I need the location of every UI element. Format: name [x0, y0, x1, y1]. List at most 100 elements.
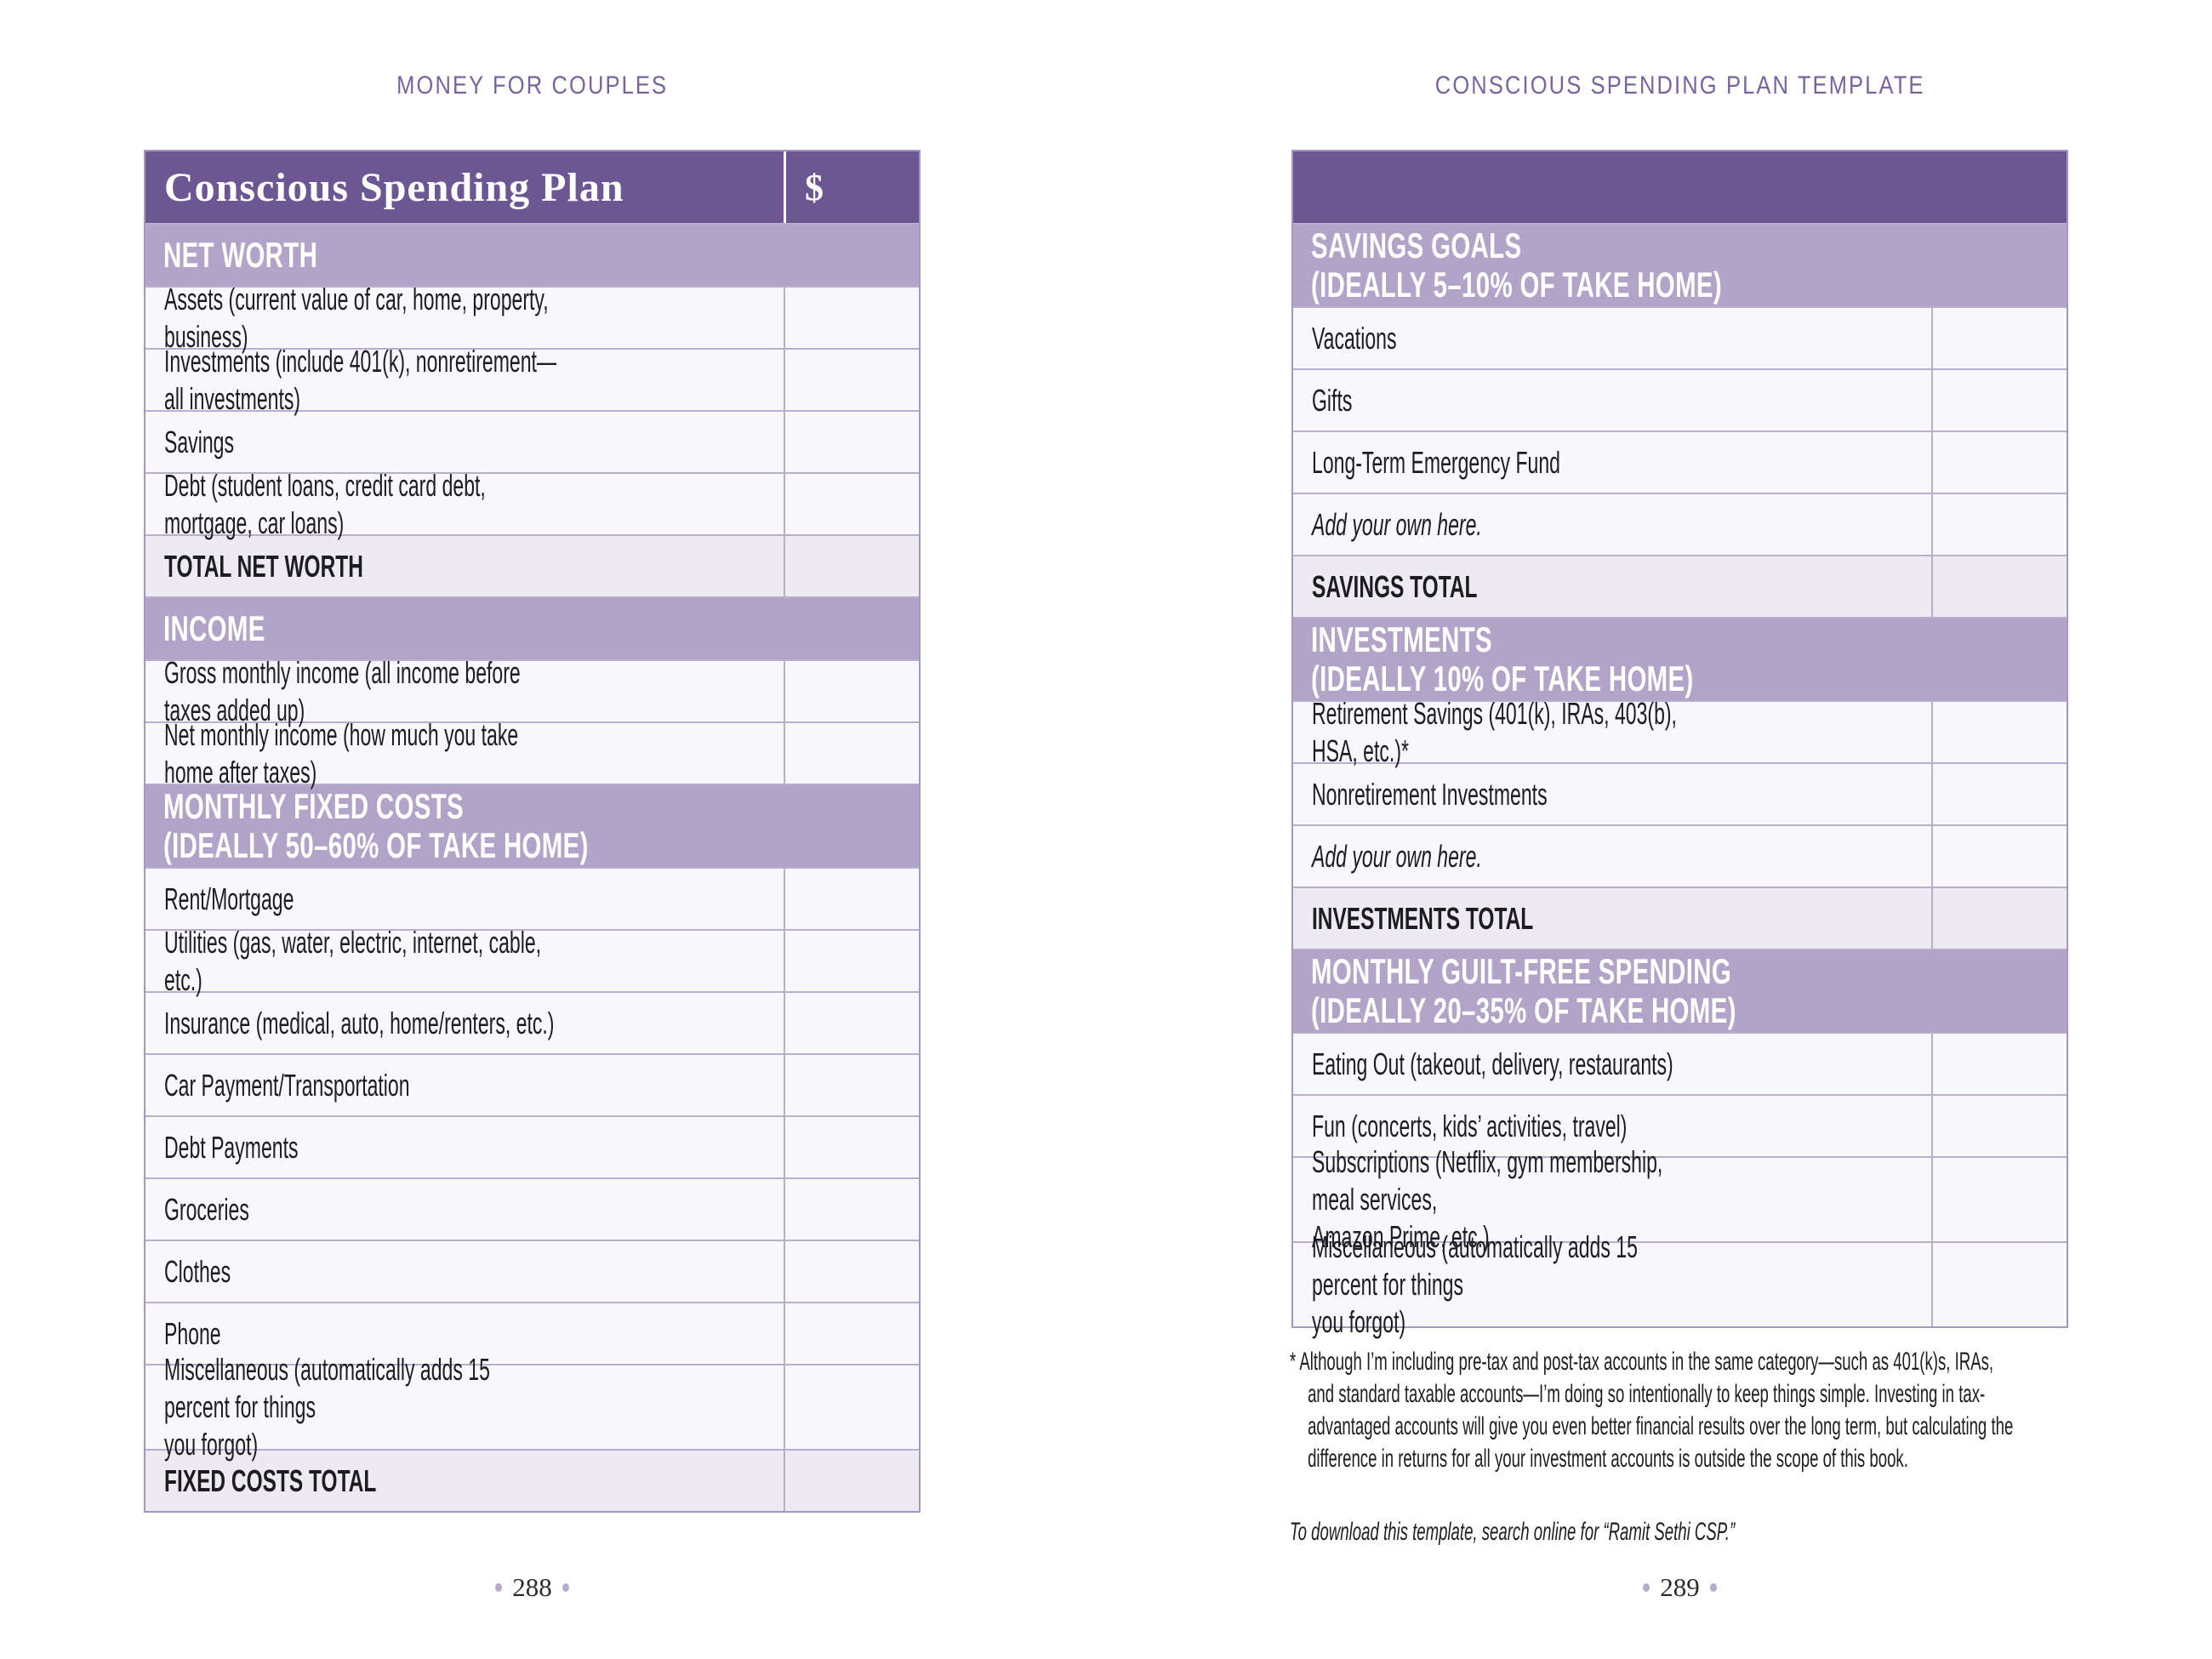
table-row: Long-Term Emergency Fund: [1293, 430, 2067, 493]
page-footer-right: 289: [1291, 1572, 2068, 1603]
row-label: Retirement Savings (401(k), IRAs, 403(b)…: [1312, 695, 1677, 768]
row-label-cell: Rent/Mortgage: [145, 869, 784, 929]
table-row: Retirement Savings (401(k), IRAs, 403(b)…: [1293, 696, 2067, 768]
table-row: Net monthly income (how much you take ho…: [145, 717, 919, 790]
row-label-cell: Long-Term Emergency Fund: [1293, 432, 1931, 493]
table-row-add-your-own: Add your own here.: [1293, 824, 2067, 887]
row-label: Add your own here.: [1312, 506, 1482, 542]
table-row: Gifts: [1293, 368, 2067, 430]
amount-cell: [1931, 702, 2067, 762]
row-label-cell: Add your own here.: [1293, 494, 1931, 555]
table-row: Gross monthly income (all income before …: [145, 655, 919, 727]
amount-cell: [784, 869, 919, 929]
amount-cell: [1931, 826, 2067, 887]
table-row: Groceries: [145, 1177, 919, 1240]
row-label: Nonretirement Investments: [1312, 776, 1548, 812]
row-label-cell: Retirement Savings (401(k), IRAs, 403(b)…: [1293, 696, 1931, 768]
row-label-cell: Clothes: [145, 1241, 784, 1302]
row-label: Savings: [164, 424, 234, 459]
row-label-cell: Subscriptions (Netflix, gym membership, …: [1293, 1144, 1931, 1254]
amount-cell: [1931, 1034, 2067, 1094]
amount-cell: [1931, 370, 2067, 430]
row-label-cell: SAVINGS TOTAL: [1293, 556, 1931, 617]
section-header-savings-goals: SAVINGS GOALS (IDEALLY 5–10% OF TAKE HOM…: [1293, 223, 2067, 306]
row-label: Groceries: [164, 1191, 249, 1227]
row-label: Long-Term Emergency Fund: [1312, 444, 1560, 480]
row-label-cell: Miscellaneous (automatically adds 15 per…: [145, 1352, 784, 1462]
section-header-guilt-free-spending: MONTHLY GUILT-FREE SPENDING (IDEALLY 20–…: [1293, 949, 2067, 1032]
table-row: Nonretirement Investments: [1293, 762, 2067, 824]
section-header-income: INCOME: [145, 596, 919, 659]
running-head-left-text: MONEY FOR COUPLES: [396, 71, 669, 100]
conscious-spending-plan-table-continued: SAVINGS GOALS (IDEALLY 5–10% OF TAKE HOM…: [1291, 150, 2068, 1339]
row-label-cell: Debt Payments: [145, 1117, 784, 1177]
row-label-cell: Eating Out (takeout, delivery, restauran…: [1293, 1034, 1931, 1094]
row-label-cell: Phone: [145, 1303, 784, 1364]
amount-cell: [784, 474, 919, 534]
table-row: Insurance (medical, auto, home/renters, …: [145, 991, 919, 1053]
row-label-cell: Groceries: [145, 1179, 784, 1240]
amount-cell: [784, 1241, 919, 1302]
footnote: * Although I’m including pre-tax and pos…: [1290, 1346, 2212, 1475]
row-label: Insurance (medical, auto, home/renters, …: [164, 1005, 555, 1040]
row-label-cell: Vacations: [1293, 308, 1931, 368]
amount-cell: [784, 1117, 919, 1177]
row-label: Vacations: [1312, 320, 1397, 356]
table-title-cell: Conscious Spending Plan: [145, 151, 784, 223]
row-label: Investments (include 401(k), nonretireme…: [164, 343, 557, 416]
amount-cell: [784, 412, 919, 472]
amount-cell: [784, 1179, 919, 1240]
amount-cell: [1931, 1158, 2067, 1241]
total-label: SAVINGS TOTAL: [1312, 568, 1478, 604]
row-label: Clothes: [164, 1253, 231, 1289]
amount-cell: [784, 1451, 919, 1511]
table-row: Clothes: [145, 1240, 919, 1302]
row-label-cell: Utilities (gas, water, electric, interne…: [145, 925, 784, 997]
amount-cell: [1931, 494, 2067, 555]
section-header-fixed-costs: MONTHLY FIXED COSTS (IDEALLY 50–60% OF T…: [145, 784, 919, 867]
row-label: Subscriptions (Netflix, gym membership, …: [1312, 1144, 1663, 1254]
amount-cell: [784, 1365, 919, 1449]
row-label-cell: INVESTMENTS TOTAL: [1293, 888, 1931, 949]
section-header-investments: INVESTMENTS (IDEALLY 10% OF TAKE HOME): [1293, 617, 2067, 700]
table-row: Vacations: [1293, 306, 2067, 368]
table-row: Rent/Mortgage: [145, 867, 919, 929]
row-label-cell: Nonretirement Investments: [1293, 764, 1931, 824]
amount-cell: [784, 1303, 919, 1364]
row-label-cell: Insurance (medical, auto, home/renters, …: [145, 993, 784, 1053]
row-label: Miscellaneous (automatically adds 15 per…: [1312, 1229, 1638, 1339]
row-label-cell: Car Payment/Transportation: [145, 1055, 784, 1115]
row-label-cell: Add your own here.: [1293, 826, 1931, 887]
download-note-text: To download this template, search online…: [1290, 1518, 1736, 1546]
row-label-cell: Fun (concerts, kids’ activities, travel): [1293, 1096, 1931, 1156]
row-label: Gross monthly income (all income before …: [164, 654, 521, 727]
amount-cell: [784, 661, 919, 721]
row-label: Add your own here.: [1312, 838, 1482, 874]
row-label: Gifts: [1312, 382, 1353, 418]
amount-cell: [784, 536, 919, 596]
amount-cell: [784, 350, 919, 410]
row-label: Eating Out (takeout, delivery, restauran…: [1312, 1046, 1673, 1081]
table-row: Miscellaneous (automatically adds 15 per…: [145, 1352, 919, 1462]
table-header-band-blank: [1293, 151, 2067, 223]
amount-cell: [784, 288, 919, 348]
amount-cell: [1931, 888, 2067, 949]
table-row: Debt (student loans, credit card debt, m…: [145, 468, 919, 540]
row-label-cell: Assets (current value of car, home, prop…: [145, 282, 784, 354]
total-label: INVESTMENTS TOTAL: [1312, 900, 1534, 936]
table-row: Savings: [145, 410, 919, 472]
amount-cell: [1931, 764, 2067, 824]
row-label-cell: Debt (student loans, credit card debt, m…: [145, 468, 784, 540]
table-row-add-your-own: Add your own here.: [1293, 493, 2067, 555]
table-row: Assets (current value of car, home, prop…: [145, 282, 919, 354]
table-row: Subscriptions (Netflix, gym membership, …: [1293, 1144, 2067, 1254]
row-label-cell: Gifts: [1293, 370, 1931, 430]
row-label: Net monthly income (how much you take ho…: [164, 716, 519, 790]
row-label: Car Payment/Transportation: [164, 1067, 410, 1103]
table-row: Miscellaneous (automatically adds 15 per…: [1293, 1229, 2067, 1339]
table-row: Debt Payments: [145, 1115, 919, 1177]
total-row-savings: SAVINGS TOTAL: [1293, 555, 2067, 617]
total-label: FIXED COSTS TOTAL: [164, 1462, 377, 1498]
amount-cell: [784, 931, 919, 991]
